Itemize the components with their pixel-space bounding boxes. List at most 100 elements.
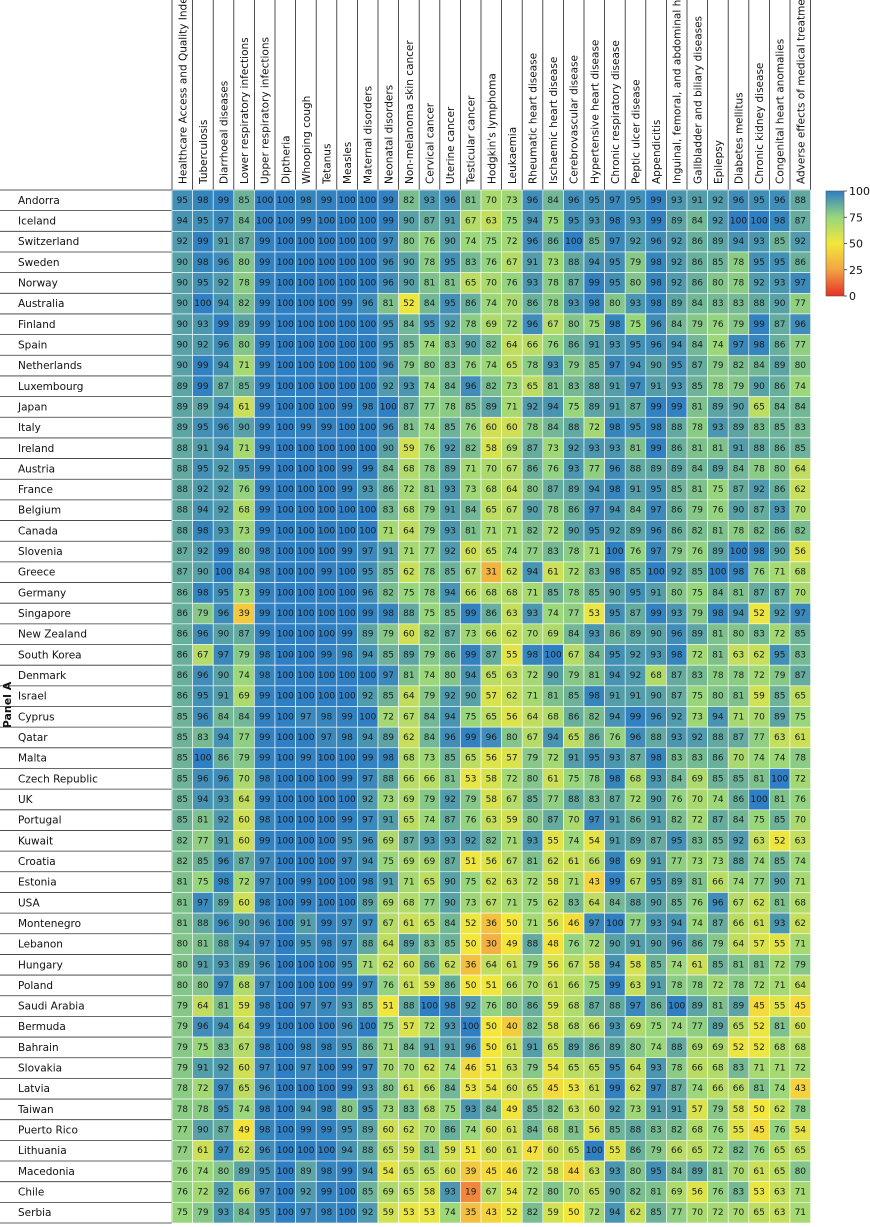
cell-value: 99 <box>465 650 477 660</box>
cell-value: 75 <box>506 216 517 226</box>
cell-value: 89 <box>362 1126 374 1136</box>
cell-value: 82 <box>630 1188 641 1198</box>
cell-value: 78 <box>424 568 436 578</box>
cell-value: 63 <box>774 1188 785 1198</box>
cell-value: 94 <box>630 361 642 371</box>
cell-value: 77 <box>197 836 208 846</box>
cell-value: 72 <box>589 940 600 950</box>
cell-value: 100 <box>318 1022 335 1032</box>
cell-value: 86 <box>712 754 724 764</box>
cell-value: 91 <box>383 547 394 557</box>
cell-value: 85 <box>177 816 188 826</box>
cell-value: 54 <box>506 1188 518 1198</box>
cell-value: 72 <box>712 1146 723 1156</box>
cell-value: 96 <box>362 299 374 309</box>
row-label: Italy <box>18 422 41 434</box>
cell-value: 98 <box>197 588 209 598</box>
cell-value: 78 <box>692 423 704 433</box>
cell-value: 79 <box>733 320 745 330</box>
cell-value: 51 <box>383 1002 394 1012</box>
row-label: Cyprus <box>18 711 55 723</box>
cell-value: 100 <box>318 630 335 640</box>
cell-value: 99 <box>383 196 395 206</box>
cell-value: 95 <box>383 320 394 330</box>
cell-value: 84 <box>753 361 765 371</box>
cell-value: 92 <box>362 1208 373 1218</box>
cell-value: 84 <box>238 1208 250 1218</box>
cell-value: 86 <box>650 1002 662 1012</box>
cell-value: 94 <box>218 402 230 412</box>
cell-value: 78 <box>177 1105 189 1115</box>
cell-value: 76 <box>692 898 704 908</box>
cell-value: 100 <box>277 361 294 371</box>
cell-value: 70 <box>486 464 498 474</box>
column-label: Epilepsy <box>713 140 725 184</box>
cell-value: 99 <box>300 754 312 764</box>
cell-value: 99 <box>259 692 271 702</box>
cell-value: 96 <box>486 733 498 743</box>
cell-value: 99 <box>341 630 353 640</box>
cell-value: 85 <box>692 568 703 578</box>
cell-value: 76 <box>486 258 498 268</box>
cell-value: 79 <box>177 1022 189 1032</box>
cell-value: 65 <box>568 1146 579 1156</box>
cell-value: 89 <box>177 423 189 433</box>
cell-value: 99 <box>259 258 271 268</box>
cell-value: 72 <box>795 1064 806 1074</box>
cell-value: 96 <box>774 196 786 206</box>
cell-value: 100 <box>339 361 356 371</box>
cell-value: 81 <box>692 878 703 888</box>
cell-value: 87 <box>795 216 806 226</box>
cell-value: 100 <box>297 1146 314 1156</box>
cell-value: 65 <box>733 1022 744 1032</box>
cell-value: 74 <box>774 754 786 764</box>
cell-value: 84 <box>609 898 621 908</box>
cell-value: 65 <box>403 1167 414 1177</box>
cell-value: 70 <box>795 588 807 598</box>
cell-value: 72 <box>238 878 249 888</box>
cell-value: 76 <box>692 547 704 557</box>
cell-value: 100 <box>277 898 294 908</box>
row-label: Poland <box>18 980 53 992</box>
cell-value: 83 <box>671 754 682 764</box>
cell-value: 60 <box>403 960 415 970</box>
cell-value: 70 <box>486 278 498 288</box>
cell-value: 97 <box>341 919 352 929</box>
cell-value: 85 <box>177 733 188 743</box>
cell-value: 62 <box>795 485 806 495</box>
cell-value: 99 <box>259 320 271 330</box>
cell-value: 76 <box>486 1002 498 1012</box>
cell-value: 81 <box>692 444 703 454</box>
cell-value: 68 <box>712 1064 724 1074</box>
cell-value: 88 <box>650 733 662 743</box>
cell-value: 72 <box>753 981 764 991</box>
cell-value: 73 <box>547 258 558 268</box>
cell-value: 78 <box>424 258 436 268</box>
cell-value: 61 <box>403 1084 414 1094</box>
cell-value: 71 <box>506 526 517 536</box>
cell-value: 87 <box>692 361 703 371</box>
cell-value: 62 <box>403 1126 414 1136</box>
cell-value: 61 <box>403 919 414 929</box>
cell-value: 58 <box>486 444 498 454</box>
cell-value: 85 <box>527 1105 538 1115</box>
cell-value: 65 <box>527 382 538 392</box>
cell-value: 95 <box>630 588 641 598</box>
cell-value: 69 <box>547 630 559 640</box>
cell-value: 100 <box>339 526 356 536</box>
cell-value: 86 <box>177 650 189 660</box>
cell-value: 64 <box>238 795 250 805</box>
cell-value: 100 <box>297 464 314 474</box>
cell-value: 86 <box>589 733 601 743</box>
cell-value: 63 <box>589 1167 600 1177</box>
cell-value: 81 <box>403 671 414 681</box>
cell-value: 99 <box>341 1084 353 1094</box>
row-label: Sweden <box>18 257 60 269</box>
cell-value: 96 <box>630 733 642 743</box>
cell-value: 99 <box>321 1126 333 1136</box>
cell-value: 97 <box>321 1002 332 1012</box>
cell-value: 90 <box>650 630 662 640</box>
cell-value: 98 <box>259 774 271 784</box>
cell-value: 68 <box>486 485 498 495</box>
cell-value: 71 <box>774 981 785 991</box>
